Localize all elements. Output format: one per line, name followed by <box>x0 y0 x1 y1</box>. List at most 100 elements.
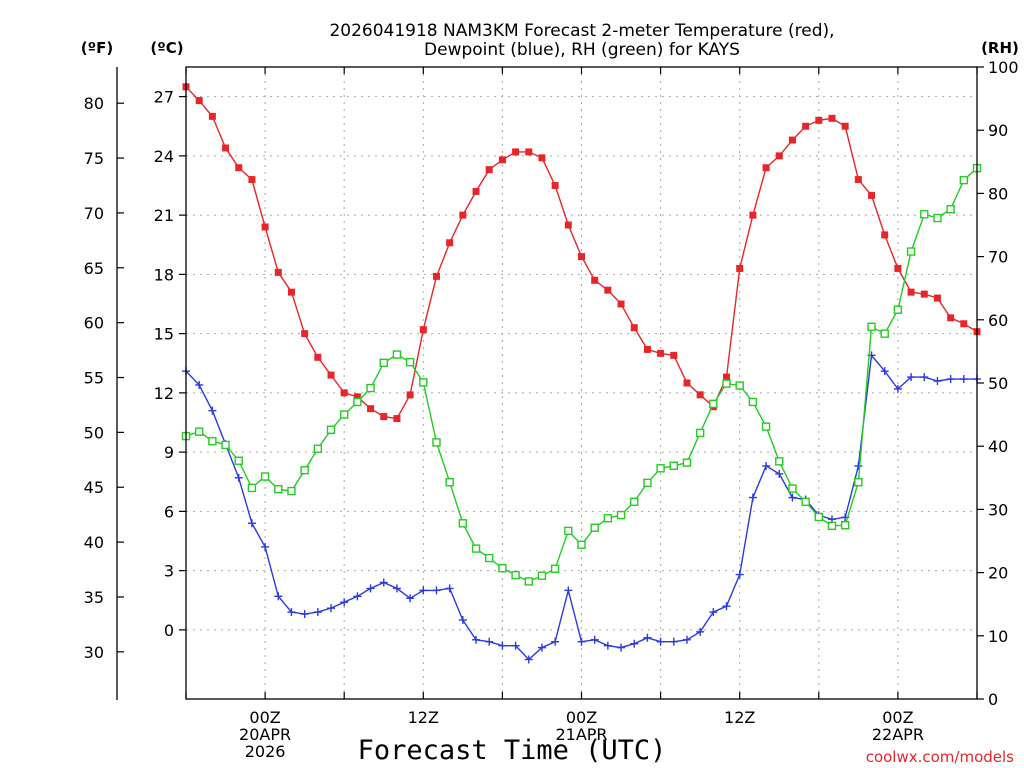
rh-tick-label: 40 <box>988 437 1008 456</box>
dewpoint-point <box>498 641 507 650</box>
c-tick-label: 21 <box>154 206 174 225</box>
2-meter-temperature-point <box>512 148 520 156</box>
dewpoint-point <box>709 608 718 617</box>
c-tick-label: 3 <box>164 562 174 581</box>
dewpoint-point <box>472 635 481 644</box>
rh-point <box>775 457 784 466</box>
rh-point <box>340 410 349 419</box>
dewpoint-point <box>669 637 678 646</box>
dewpoint-point <box>524 655 533 664</box>
2-meter-temperature-point <box>274 268 282 276</box>
2-meter-temperature-point <box>485 166 493 174</box>
rh-point <box>590 523 599 532</box>
x-tick-label: 12Z <box>408 708 439 727</box>
dewpoint-point <box>511 641 520 650</box>
c-tick-label: 18 <box>154 265 174 284</box>
rh-point <box>366 383 375 393</box>
rh-point <box>326 425 336 434</box>
c-tick-label: 0 <box>164 621 174 640</box>
dewpoint-point <box>748 493 757 502</box>
2-meter-temperature-point <box>472 187 480 195</box>
x-tick-label: 21APR <box>555 725 607 744</box>
dewpoint-point <box>247 519 256 528</box>
rh-point <box>537 571 547 580</box>
rh-point <box>511 570 520 580</box>
2-meter-temperature-point <box>432 272 440 280</box>
rh-point <box>906 247 916 256</box>
dewpoint-point <box>577 637 586 646</box>
rh-point <box>564 526 573 536</box>
dewpoint-point <box>300 610 309 619</box>
2-meter-temperature-point <box>604 286 612 294</box>
rh-point <box>959 175 969 185</box>
series-layer <box>181 83 982 664</box>
2-meter-temperature-point <box>301 330 309 338</box>
2-meter-temperature-point <box>195 97 203 105</box>
rh-point <box>432 438 441 447</box>
rh-point <box>392 350 402 359</box>
x-tick-label: 22APR <box>872 725 924 744</box>
chart-subtitle: Dewpoint (blue), RH (green) for KAYS <box>424 40 740 60</box>
x-tick-label: 2026 <box>245 742 286 761</box>
2-meter-temperature-point <box>788 136 796 144</box>
2-meter-temperature-point <box>841 122 849 130</box>
f-tick-label: 55 <box>84 369 104 388</box>
dewpoint-point <box>617 643 626 652</box>
dewpoint-point <box>590 635 599 644</box>
dewpoint-point <box>340 598 349 607</box>
rh-point <box>221 440 230 450</box>
rh-point <box>709 399 718 409</box>
2-meter-temperature-point <box>498 156 506 164</box>
plot-frame <box>185 66 978 700</box>
rh-point <box>801 497 810 507</box>
rh-tick-label: 20 <box>988 564 1008 583</box>
watermark-text: coolwx.com/models <box>866 748 1014 766</box>
dewpoint-point <box>458 616 467 624</box>
2-meter-temperature-point <box>287 288 295 296</box>
2-meter-temperature-point <box>868 191 876 199</box>
dewpoint-point <box>959 375 968 384</box>
rh-point <box>682 458 692 467</box>
rh-point <box>867 322 876 331</box>
dewpoint-point <box>234 473 243 482</box>
c-tick-label: 9 <box>164 443 174 462</box>
dewpoint-point <box>379 578 388 587</box>
rh-point <box>485 553 494 563</box>
rh-point <box>840 521 850 530</box>
2-meter-temperature-point <box>749 211 757 219</box>
dewpoint-point <box>551 637 560 646</box>
rh-point <box>946 204 955 214</box>
x-tick-label: 00Z <box>566 708 597 727</box>
2-meter-temperature-point <box>551 182 559 189</box>
rh-point <box>788 484 797 493</box>
2-meter-temperature-point <box>643 345 651 353</box>
dewpoint-point <box>603 641 612 650</box>
2-meter-temperature-point <box>459 211 467 219</box>
2-meter-temperature-point <box>261 223 269 231</box>
x-tick-label: 20APR <box>239 725 291 744</box>
chart-title: 2026041918 NAM3KM Forecast 2-meter Tempe… <box>329 21 834 41</box>
rh-point <box>458 519 468 528</box>
rh-point <box>854 478 863 487</box>
2-meter-temperature-point <box>933 294 941 302</box>
rh-tick-label: 30 <box>988 500 1008 519</box>
2-meter-temperature-point <box>881 231 889 239</box>
dewpoint-point <box>287 608 296 617</box>
c-tick-label: 12 <box>154 384 174 403</box>
dewpoint-point <box>353 592 362 601</box>
dewpoint-point <box>762 461 771 470</box>
dewpoint-point <box>564 586 573 595</box>
rh-point <box>880 329 889 338</box>
dewpoint-point <box>485 637 494 646</box>
2-meter-temperature-point <box>235 164 243 172</box>
2-meter-temperature-point <box>406 391 414 399</box>
dewpoint-point <box>775 469 784 478</box>
2-meter-temperature-point <box>723 373 731 381</box>
x-tick-label: 12Z <box>724 708 755 727</box>
2-meter-temperature-point <box>960 320 968 328</box>
dewpoint-point <box>656 637 665 646</box>
rh-point <box>445 478 454 487</box>
rh-tick-label: 10 <box>988 627 1008 646</box>
2-meter-temperature-point <box>314 353 322 361</box>
